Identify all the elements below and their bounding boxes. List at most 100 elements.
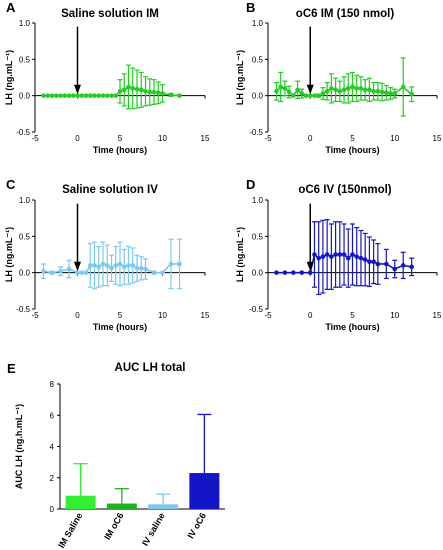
data-point bbox=[282, 270, 288, 275]
data-point bbox=[155, 90, 161, 96]
data-point bbox=[354, 254, 360, 259]
y-tick-label: -0.5 bbox=[16, 128, 30, 137]
data-point bbox=[367, 259, 372, 265]
data-point bbox=[100, 93, 106, 98]
data-point bbox=[113, 263, 119, 268]
x-tick-label: 0 bbox=[308, 134, 313, 143]
y-tick-label: -0.5 bbox=[249, 305, 263, 314]
bar bbox=[106, 503, 137, 509]
panel-letter: B bbox=[246, 0, 255, 15]
data-point bbox=[316, 93, 322, 98]
data-point bbox=[392, 91, 398, 96]
data-point bbox=[109, 266, 114, 271]
injection-arrow-head bbox=[74, 84, 81, 95]
data-point bbox=[324, 252, 330, 257]
data-point bbox=[375, 261, 381, 267]
data-point bbox=[320, 91, 326, 96]
x-tick-label: 15 bbox=[201, 134, 210, 143]
x-tick-label: 15 bbox=[201, 311, 210, 320]
data-point bbox=[341, 87, 347, 93]
y-tick-label: 0.5 bbox=[19, 55, 31, 64]
x-tick-label: 5 bbox=[350, 134, 355, 143]
x-axis-label: Time (hours) bbox=[325, 322, 379, 332]
data-point bbox=[79, 270, 85, 275]
y-tick-label: 0 bbox=[50, 505, 55, 514]
y-axis-label: LH (ng.mL⁻¹) bbox=[235, 50, 245, 105]
x-tick-label: -5 bbox=[31, 134, 39, 143]
data-point bbox=[104, 263, 110, 268]
data-point bbox=[316, 255, 322, 261]
x-tick-label: 5 bbox=[118, 134, 123, 143]
y-tick-label: 0.5 bbox=[252, 55, 264, 64]
x-axis-label: Time (hours) bbox=[93, 145, 147, 155]
data-point bbox=[392, 266, 398, 272]
y-tick-label: 1.0 bbox=[19, 19, 31, 28]
injection-arrow-head bbox=[74, 261, 81, 272]
data-point bbox=[143, 266, 148, 272]
data-point bbox=[367, 87, 372, 93]
bar bbox=[65, 495, 96, 509]
data-point bbox=[121, 264, 127, 270]
data-point bbox=[329, 86, 334, 91]
data-point bbox=[337, 252, 343, 257]
data-point bbox=[113, 93, 119, 98]
data-point bbox=[299, 270, 305, 275]
data-point bbox=[130, 86, 136, 91]
data-point bbox=[87, 263, 93, 268]
data-point bbox=[126, 84, 131, 90]
data-point bbox=[96, 93, 102, 98]
data-point bbox=[409, 264, 414, 270]
data-point bbox=[45, 93, 51, 98]
y-tick-label: -0.5 bbox=[16, 305, 30, 314]
x-tick-label: 0 bbox=[308, 311, 313, 320]
data-point bbox=[375, 89, 381, 94]
data-point bbox=[354, 86, 360, 91]
data-point bbox=[168, 261, 174, 267]
data-point bbox=[274, 89, 279, 94]
data-point bbox=[345, 86, 351, 91]
panel-title: Saline solution IM bbox=[61, 8, 159, 20]
data-point bbox=[400, 263, 406, 268]
data-point bbox=[134, 266, 140, 271]
data-point bbox=[96, 264, 102, 270]
y-tick-label: 0.0 bbox=[252, 92, 264, 101]
category-label: IM oC6 bbox=[102, 511, 125, 542]
category-label: IM Saline bbox=[56, 511, 84, 550]
panel-a: A Saline solution IM -0.5 0.0 0.5 1.0 -5 0 5 10 15… bbox=[4, 0, 210, 155]
data-point bbox=[400, 84, 406, 90]
data-point bbox=[307, 270, 313, 275]
data-point bbox=[312, 93, 317, 98]
x-tick-label: -5 bbox=[264, 134, 272, 143]
data-point bbox=[177, 261, 182, 267]
data-point bbox=[320, 254, 326, 259]
data-point bbox=[362, 87, 368, 93]
x-tick-label: 0 bbox=[75, 311, 80, 320]
y-tick-label: 0.5 bbox=[19, 232, 31, 241]
x-tick-label: -5 bbox=[264, 311, 272, 320]
y-tick-label: 8 bbox=[50, 380, 55, 389]
x-tick-label: 10 bbox=[158, 134, 167, 143]
data-point bbox=[371, 259, 376, 265]
data-point bbox=[350, 84, 355, 90]
data-point bbox=[324, 89, 330, 94]
data-point bbox=[337, 89, 343, 94]
data-point bbox=[138, 266, 144, 271]
bar bbox=[148, 504, 179, 509]
y-axis-label: AUC LH (ng.h.mL⁻¹) bbox=[14, 404, 24, 489]
data-point bbox=[49, 93, 55, 98]
x-tick-label: 10 bbox=[390, 311, 399, 320]
data-point bbox=[168, 92, 174, 98]
data-point bbox=[70, 93, 76, 98]
data-point bbox=[278, 84, 283, 90]
x-axis-label: Time (hours) bbox=[93, 322, 147, 332]
panel-letter: C bbox=[6, 177, 16, 192]
data-point bbox=[92, 93, 97, 98]
panel-letter: D bbox=[246, 177, 255, 192]
data-point bbox=[121, 87, 127, 93]
data-point bbox=[379, 89, 385, 95]
bar bbox=[189, 473, 220, 509]
data-point bbox=[282, 86, 288, 91]
data-point bbox=[147, 89, 153, 95]
